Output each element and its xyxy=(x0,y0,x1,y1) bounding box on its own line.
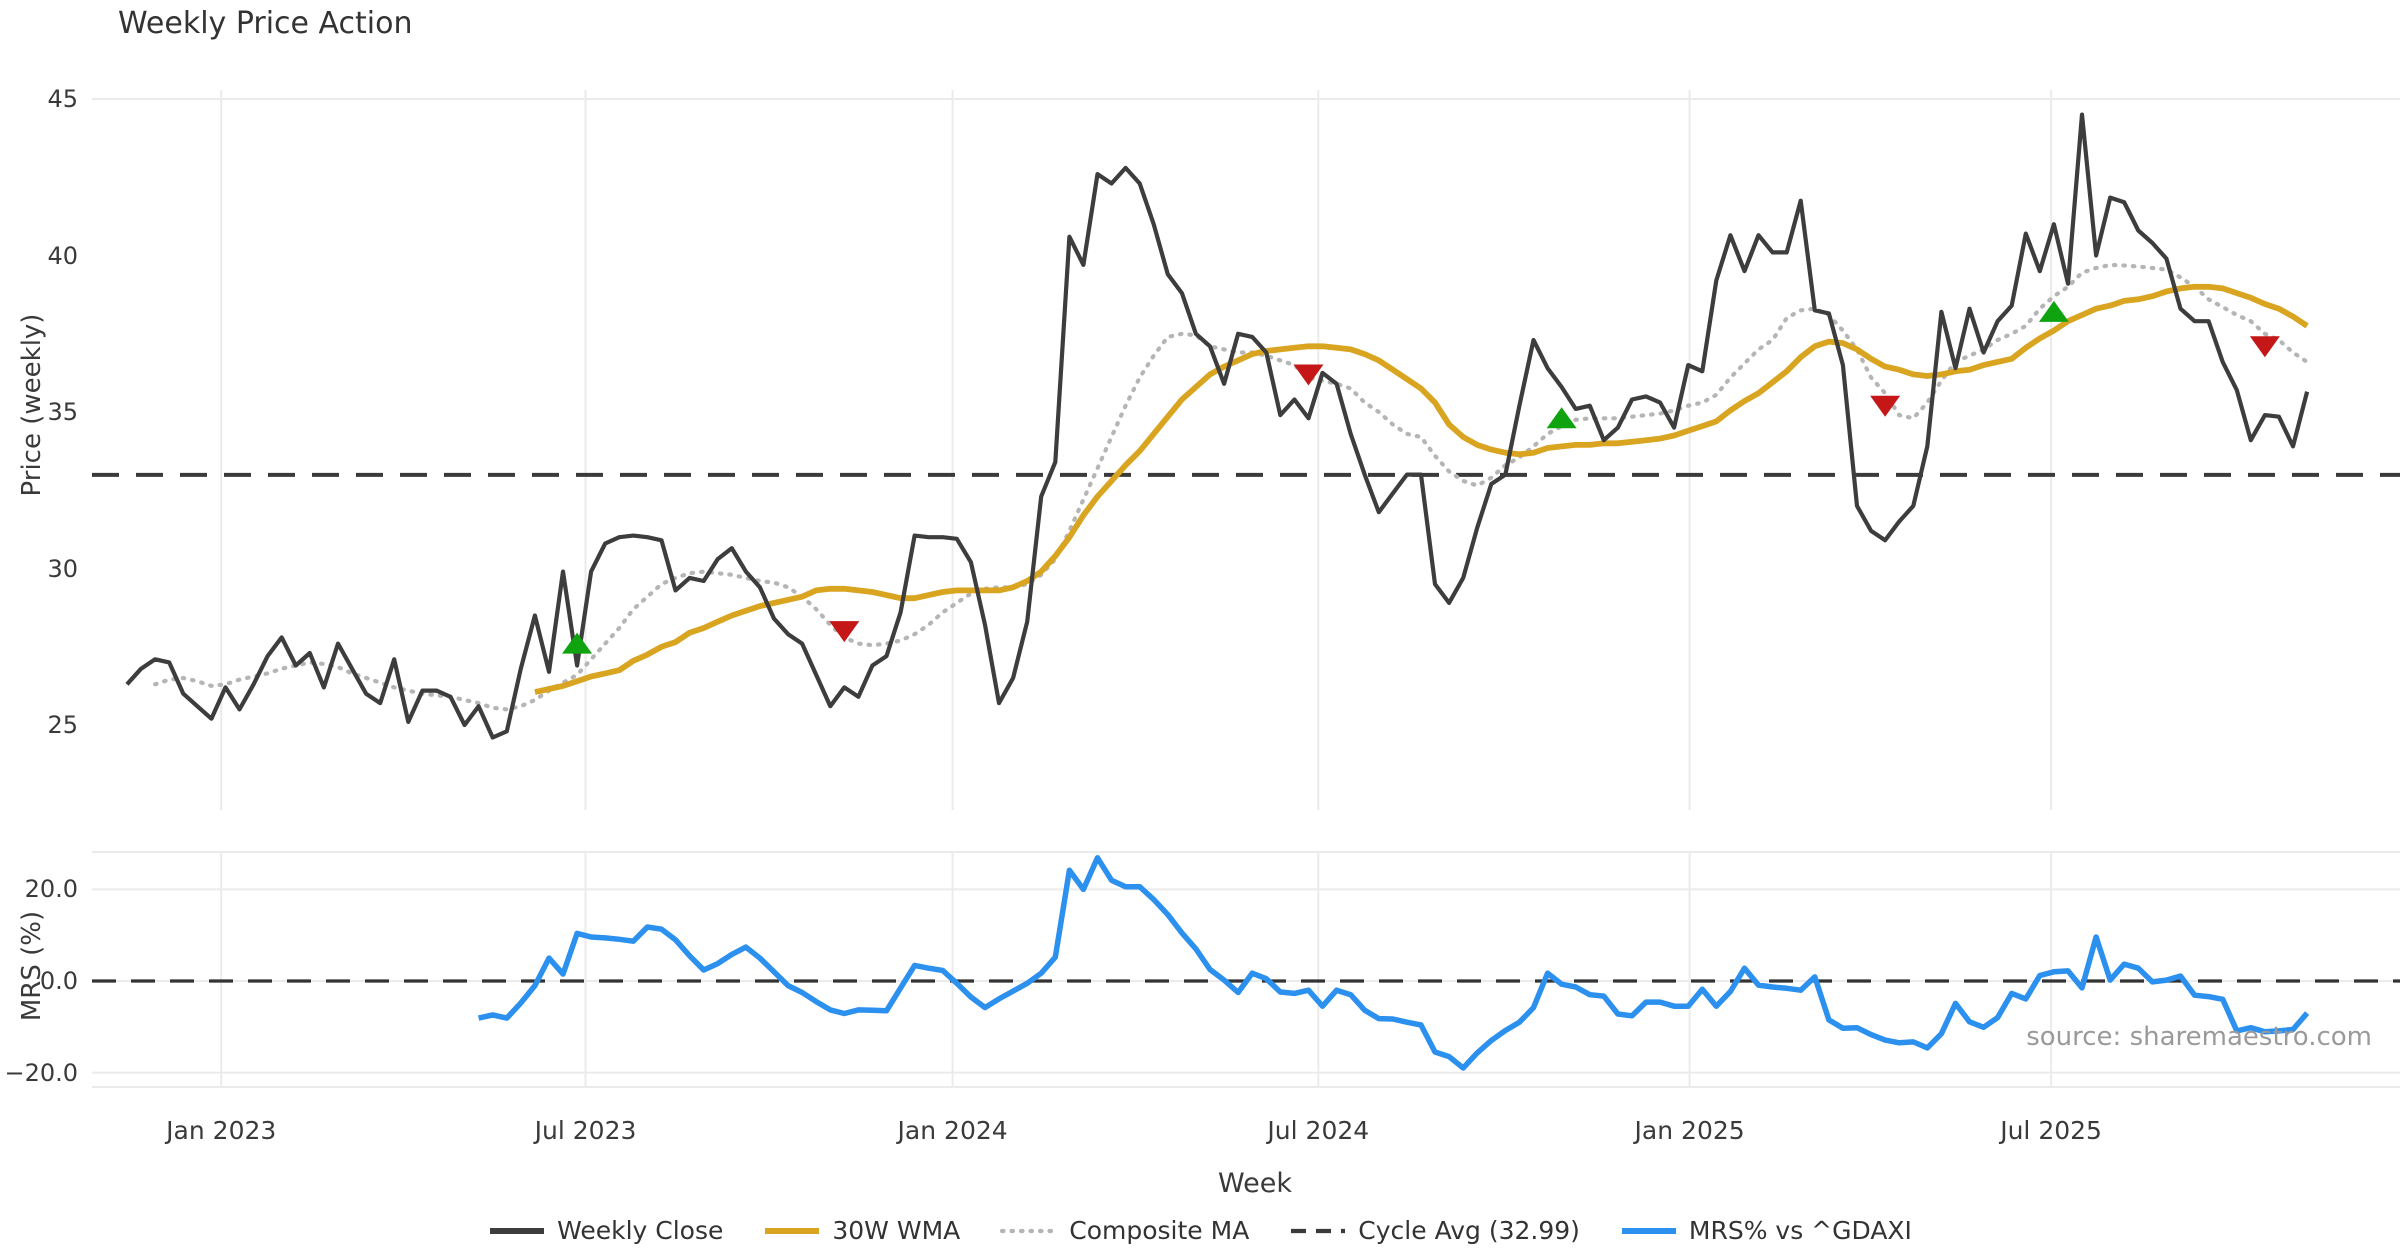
buy-signal-marker xyxy=(2038,300,2069,322)
sell-signal-marker xyxy=(2249,336,2280,358)
sell-signal-marker xyxy=(1870,395,1901,417)
price-tick-label: 35 xyxy=(47,398,78,426)
legend: Weekly Close 30W WMA Composite MA Cycle Avg… xyxy=(0,1216,2400,1245)
legend-label: Cycle Avg (32.99) xyxy=(1358,1216,1580,1245)
wma-line xyxy=(534,283,2309,695)
price-tick-label: 30 xyxy=(47,554,78,583)
sell-signal-marker xyxy=(829,621,860,643)
x-axis-label: Week xyxy=(1218,1168,1292,1199)
chart-title: Weekly Price Action xyxy=(118,6,413,41)
mrs-line xyxy=(477,855,2310,1071)
legend-item: 30W WMA xyxy=(763,1216,960,1245)
x-tick-label: Jul 2024 xyxy=(1267,1116,1370,1145)
legend-swatch-solid xyxy=(765,1227,820,1234)
legend-label: 30W WMA xyxy=(832,1216,961,1245)
mrs-tick-label: 20.0 xyxy=(24,875,78,904)
legend-label: Composite MA xyxy=(1069,1216,1250,1245)
legend-swatch-solid xyxy=(490,1227,545,1234)
buy-signal-marker xyxy=(1546,407,1577,429)
mrs-tick-label: −20.0 xyxy=(4,1058,78,1087)
x-tick-label: Jul 2023 xyxy=(534,1116,637,1145)
x-tick-label: Jan 2024 xyxy=(897,1116,1008,1145)
legend-swatch-dashed xyxy=(1291,1228,1346,1233)
legend-item: Cycle Avg (32.99) xyxy=(1289,1216,1580,1245)
mrs-axis-label: MRS (%) xyxy=(17,910,47,1022)
x-tick-label: Jan 2023 xyxy=(166,1116,277,1145)
legend-swatch-solid xyxy=(1621,1227,1676,1234)
buy-signal-marker xyxy=(562,632,593,654)
composite-ma-line xyxy=(153,262,2310,712)
price-tick-label: 45 xyxy=(47,85,78,113)
x-tick-label: Jul 2025 xyxy=(2000,1116,2102,1145)
legend-swatch-dotted xyxy=(1000,1228,1059,1233)
mrs-tick-label: 0.0 xyxy=(39,967,78,995)
sell-signal-marker xyxy=(1293,364,1324,386)
legend-item: Composite MA xyxy=(1000,1216,1249,1245)
legend-item: MRS% vs ^GDAXI xyxy=(1620,1216,1912,1245)
price-tick-label: 40 xyxy=(47,241,78,270)
price-tick-label: 25 xyxy=(47,711,78,739)
legend-item: Weekly Close xyxy=(488,1216,723,1245)
x-tick-label: Jan 2025 xyxy=(1634,1116,1745,1145)
legend-label: MRS% vs ^GDAXI xyxy=(1688,1216,1912,1245)
source-note: source: sharemaestro.com xyxy=(2026,1022,2372,1052)
legend-label: Weekly Close xyxy=(557,1216,724,1245)
weekly-close-line xyxy=(125,112,2310,740)
